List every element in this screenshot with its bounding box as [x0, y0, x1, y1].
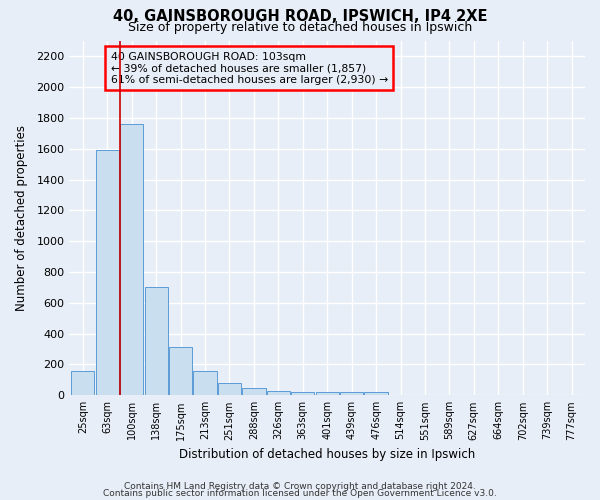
Bar — [218, 383, 241, 396]
Text: Contains HM Land Registry data © Crown copyright and database right 2024.: Contains HM Land Registry data © Crown c… — [124, 482, 476, 491]
Bar — [267, 392, 290, 396]
Bar — [291, 392, 314, 396]
Text: Size of property relative to detached houses in Ipswich: Size of property relative to detached ho… — [128, 21, 472, 34]
Bar — [364, 392, 388, 396]
Bar — [193, 372, 217, 396]
Bar — [316, 392, 339, 396]
Text: Contains public sector information licensed under the Open Government Licence v3: Contains public sector information licen… — [103, 489, 497, 498]
Bar — [242, 388, 266, 396]
Bar — [169, 347, 192, 396]
Bar — [340, 392, 363, 396]
Text: 40, GAINSBOROUGH ROAD, IPSWICH, IP4 2XE: 40, GAINSBOROUGH ROAD, IPSWICH, IP4 2XE — [113, 9, 487, 24]
Y-axis label: Number of detached properties: Number of detached properties — [15, 125, 28, 311]
Bar — [120, 124, 143, 396]
Bar — [96, 150, 119, 396]
Text: 40 GAINSBOROUGH ROAD: 103sqm
← 39% of detached houses are smaller (1,857)
61% of: 40 GAINSBOROUGH ROAD: 103sqm ← 39% of de… — [110, 52, 388, 85]
Bar — [71, 370, 94, 396]
Bar — [145, 288, 168, 396]
X-axis label: Distribution of detached houses by size in Ipswich: Distribution of detached houses by size … — [179, 448, 475, 461]
